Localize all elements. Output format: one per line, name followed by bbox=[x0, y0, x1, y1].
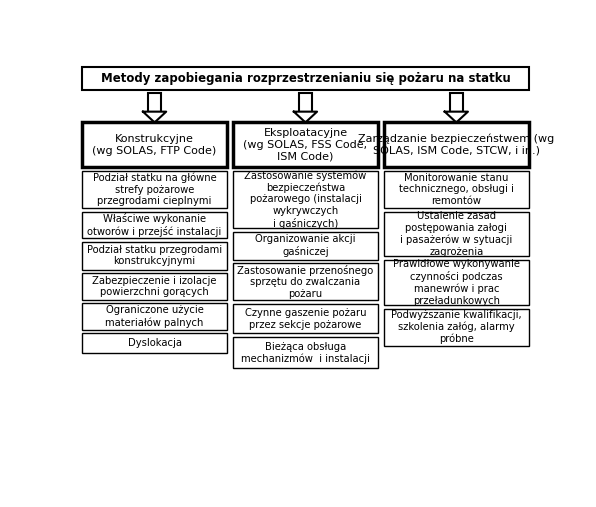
Text: Zabezpieczenie i izolacje
powierzchni gorących: Zabezpieczenie i izolacje powierzchni go… bbox=[92, 276, 217, 297]
Bar bbox=[450, 93, 462, 112]
Text: Organizowanie akcji
gaśniczej: Organizowanie akcji gaśniczej bbox=[255, 234, 356, 257]
Text: Podział statku przegrodami
konstrukcyjnymi: Podział statku przegrodami konstrukcyjny… bbox=[87, 245, 222, 267]
Text: Podwyższanie kwalifikacji,
szkolenia załóg, alarmy
próbne: Podwyższanie kwalifikacji, szkolenia zał… bbox=[391, 310, 522, 344]
Text: Ustalenie zasad
postępowania załogi
i pasażerów w sytuacji
zagrożenia: Ustalenie zasad postępowania załogi i pa… bbox=[400, 211, 513, 257]
Text: Dyslokacja: Dyslokacja bbox=[128, 339, 182, 348]
Bar bbox=[233, 232, 378, 260]
Bar bbox=[384, 309, 529, 346]
Bar bbox=[82, 122, 227, 167]
Bar bbox=[82, 67, 529, 90]
Bar bbox=[82, 273, 227, 300]
Text: Metody zapobiegania rozprzestrzenianiu się pożaru na statku: Metody zapobiegania rozprzestrzenianiu s… bbox=[101, 72, 510, 85]
Text: Konstrukcyjne
(wg SOLAS, FTP Code): Konstrukcyjne (wg SOLAS, FTP Code) bbox=[92, 134, 217, 156]
Bar bbox=[82, 212, 227, 238]
Bar bbox=[233, 122, 378, 167]
Bar bbox=[82, 334, 227, 353]
Bar bbox=[299, 93, 312, 112]
Bar bbox=[82, 171, 227, 208]
Text: Prawidłowe wykonywanie
czynności podczas
manewrów i prac
przeładunkowych: Prawidłowe wykonywanie czynności podczas… bbox=[393, 259, 520, 306]
Bar bbox=[148, 93, 161, 112]
Bar bbox=[384, 212, 529, 257]
Bar bbox=[384, 171, 529, 208]
Text: Monitorowanie stanu
technicznego, obsługi i
remontów: Monitorowanie stanu technicznego, obsług… bbox=[399, 173, 514, 206]
Text: Eksploatacyjne
(wg SOLAS, FSS Code,
ISM Code): Eksploatacyjne (wg SOLAS, FSS Code, ISM … bbox=[243, 128, 368, 161]
Bar bbox=[384, 260, 529, 305]
Bar bbox=[82, 303, 227, 330]
Bar bbox=[233, 171, 378, 228]
Bar bbox=[233, 263, 378, 300]
Text: Właściwe wykonanie
otworów i przejść instalacji: Właściwe wykonanie otworów i przejść ins… bbox=[88, 213, 222, 237]
Text: Ograniczone użycie
materiałów palnych: Ograniczone użycie materiałów palnych bbox=[105, 305, 204, 328]
Bar bbox=[233, 337, 378, 368]
Bar bbox=[233, 304, 378, 334]
Text: Bieżąca obsługa
mechanizmów  i instalacji: Bieżąca obsługa mechanizmów i instalacji bbox=[241, 342, 370, 364]
Text: Podział statku na główne
strefy pożarowe
przegrodami cieplnymi: Podział statku na główne strefy pożarowe… bbox=[93, 172, 216, 206]
Text: Zarządzanie bezpieczeństwem (wg
SOLAS, ISM Code, STCW, i in.): Zarządzanie bezpieczeństwem (wg SOLAS, I… bbox=[358, 134, 554, 156]
Bar bbox=[384, 122, 529, 167]
Polygon shape bbox=[143, 112, 166, 122]
Polygon shape bbox=[445, 112, 468, 122]
Text: Zastosowanie systemów
bezpieczeństwa
pożarowego (instalacji
wykrywczych
i gaśnic: Zastosowanie systemów bezpieczeństwa poż… bbox=[244, 170, 367, 229]
Text: Zastosowanie przenośnego
sprzętu do zwalczania
pożaru: Zastosowanie przenośnego sprzętu do zwal… bbox=[237, 265, 374, 299]
Bar bbox=[82, 242, 227, 270]
Text: Czynne gaszenie pożaru
przez sekcje pożarowe: Czynne gaszenie pożaru przez sekcje poża… bbox=[245, 308, 366, 330]
Polygon shape bbox=[294, 112, 317, 122]
